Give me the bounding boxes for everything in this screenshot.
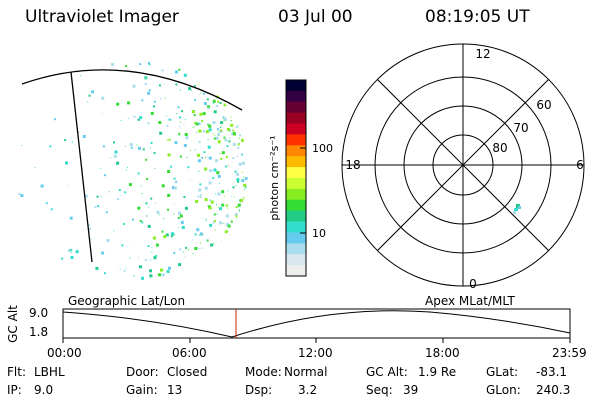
- timeline-xtick-2: 12:00: [298, 346, 333, 360]
- glat-label: GLat:: [486, 365, 519, 379]
- colorbar-label-100: 100: [312, 142, 333, 155]
- timeline-xtick-4: 23:59: [552, 346, 587, 360]
- time-label: 08:19:05 UT: [425, 7, 530, 27]
- colorbar-label-10: 10: [312, 227, 326, 240]
- colorbar-unit: photon cm⁻²s⁻¹: [268, 135, 281, 220]
- colorbar-band: [286, 210, 306, 223]
- polar-plot: [341, 43, 585, 287]
- instrument-title: Ultraviolet Imager: [25, 7, 179, 27]
- colorbar-band: [286, 90, 306, 103]
- gcalt-label: GC Alt:: [366, 365, 408, 379]
- flt-value: LBHL: [34, 365, 65, 379]
- timeline-xtick-0: 00:00: [47, 346, 82, 360]
- mode-label: Mode:: [245, 365, 282, 379]
- door-value: Closed: [167, 365, 208, 379]
- orbit-timeline: [62, 308, 571, 343]
- ip-label: IP:: [7, 383, 22, 397]
- colorbar-band: [286, 232, 306, 244]
- lat-label-60: 60: [536, 98, 551, 112]
- colorbar-band: [286, 101, 306, 114]
- timeline-frame: [62, 308, 571, 339]
- lat-label-70: 70: [513, 121, 528, 135]
- colorbar-band: [286, 112, 306, 125]
- colorbar-band: [286, 178, 306, 190]
- colorbar-band: [286, 254, 306, 266]
- gain-label: Gain:: [126, 383, 158, 397]
- colorbar-band: [286, 123, 306, 135]
- colorbar-band: [286, 134, 306, 146]
- mlt-label-6: 6: [576, 158, 584, 172]
- gain-value: 13: [167, 383, 183, 397]
- glon-label: GLon:: [486, 383, 521, 397]
- mlt-label-18: 18: [345, 158, 360, 172]
- timeline-ymin: 1.8: [29, 325, 49, 339]
- colorbar-band: [286, 188, 306, 201]
- timeline-left-title: Geographic Lat/Lon: [68, 294, 186, 308]
- colorbar-band: [286, 156, 306, 168]
- timeline-right-title: Apex MLat/MLT: [425, 294, 515, 308]
- ip-value: 9.0: [34, 383, 54, 397]
- flt-label: Flt:: [7, 365, 26, 379]
- timeline-xtick-3: 18:00: [425, 346, 460, 360]
- colorbar-band: [286, 243, 306, 255]
- colorbar-band: [286, 167, 306, 179]
- dsp-label: Dsp:: [245, 383, 273, 397]
- colorbar-band: [286, 145, 306, 157]
- seq-label: Seq:: [366, 383, 393, 397]
- colorbar-band: [286, 199, 306, 212]
- glon-value: 240.3: [536, 383, 571, 397]
- colorbar: 100 10 photon cm⁻²s⁻¹: [268, 79, 333, 277]
- polar-diagonal-2: [377, 79, 549, 251]
- colorbar-band: [286, 221, 306, 233]
- uv-image: [18, 61, 248, 280]
- date-label: 03 Jul 00: [278, 7, 353, 27]
- polar-emission: [513, 204, 521, 214]
- gcalt-value: 1.9 Re: [418, 365, 457, 379]
- glat-value: -83.1: [536, 365, 568, 379]
- timeline-ylabel: GC Alt: [5, 305, 20, 343]
- mode-value: Normal: [284, 365, 328, 379]
- dsp-value: 3.2: [298, 383, 318, 397]
- altitude-curve: [62, 310, 571, 338]
- timeline-ymax: 9.0: [29, 306, 49, 320]
- seq-value: 39: [403, 383, 419, 397]
- colorbar-band: [286, 80, 306, 92]
- lat-label-80: 80: [492, 141, 507, 155]
- horizon-arc: [21, 69, 243, 111]
- colorbar-band: [286, 265, 306, 277]
- meridian-line: [70, 71, 93, 263]
- mlt-label-12: 12: [475, 47, 490, 61]
- door-label: Door:: [126, 365, 159, 379]
- timeline-ticks: [62, 338, 571, 343]
- mlt-label-0: 0: [469, 277, 477, 291]
- timeline-xtick-1: 06:00: [172, 346, 207, 360]
